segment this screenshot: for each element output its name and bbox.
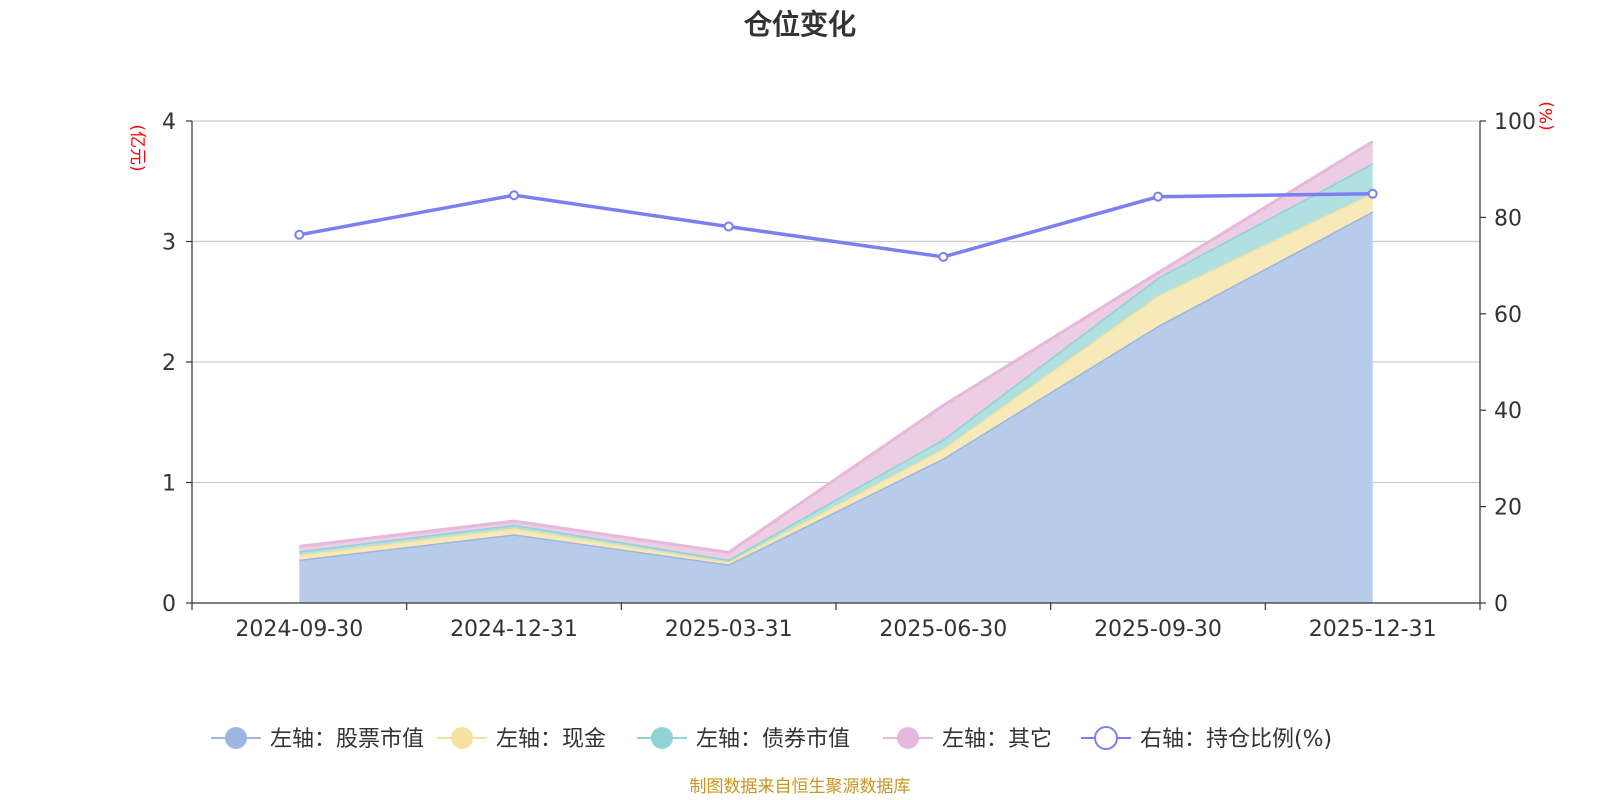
right-tick-label: 80 [1494, 206, 1522, 231]
right-axis-unit: (%) [1537, 101, 1557, 130]
x-tick-label: 2025-03-31 [665, 617, 793, 642]
legend-label: 右轴：持仓比例(%) [1140, 727, 1332, 752]
right-tick-label: 100 [1494, 110, 1536, 135]
ratio-point [1153, 191, 1163, 202]
position-ratio-line [294, 188, 1378, 262]
right-tick-label: 0 [1494, 592, 1508, 617]
legend-swatch-marker [651, 727, 673, 749]
left-tick-label: 0 [162, 592, 176, 617]
left-axis-unit: (亿元) [127, 124, 147, 171]
left-tick-label: 2 [162, 351, 176, 376]
left-tick-label: 1 [162, 472, 176, 497]
left-tick-label: 4 [162, 110, 176, 135]
area-左轴：股票市值 [299, 211, 1373, 603]
x-tick-label: 2025-06-30 [879, 617, 1007, 642]
legend: 左轴：股票市值 左轴：现金 左轴：债券市值 左轴：其它 右轴：持仓比例(%) [211, 726, 1332, 752]
x-tick-label: 2024-09-30 [235, 617, 363, 642]
x-tick-label: 2025-12-31 [1309, 617, 1437, 642]
ratio-point [723, 221, 734, 232]
ratio-point [938, 251, 949, 262]
chart-title: 仓位变化 [744, 8, 856, 41]
legend-swatch-marker [225, 727, 247, 749]
legend-label: 左轴：其它 [942, 727, 1052, 752]
legend-swatch-marker [1094, 726, 1118, 750]
right-tick-label: 60 [1494, 303, 1522, 328]
legend-label: 左轴：现金 [496, 727, 606, 752]
legend-swatch-marker [897, 727, 919, 749]
right-tick-label: 40 [1494, 399, 1522, 424]
ratio-line [298, 192, 1373, 259]
legend-swatch-marker [451, 727, 473, 749]
stacked-areas [299, 140, 1374, 603]
legend-label: 左轴：债券市值 [696, 727, 850, 752]
ratio-point [294, 229, 305, 240]
x-tick-label: 2025-09-30 [1094, 617, 1222, 642]
ratio-point [1367, 188, 1378, 199]
left-tick-label: 3 [162, 231, 176, 256]
right-tick-label: 20 [1494, 496, 1522, 521]
area-edge-左轴：其它 [299, 140, 1374, 554]
x-tick-label: 2024-12-31 [450, 617, 578, 642]
legend-label: 左轴：股票市值 [270, 727, 424, 752]
data-source-note: 制图数据来自恒生聚源数据库 [690, 777, 911, 797]
ratio-point [509, 190, 519, 201]
